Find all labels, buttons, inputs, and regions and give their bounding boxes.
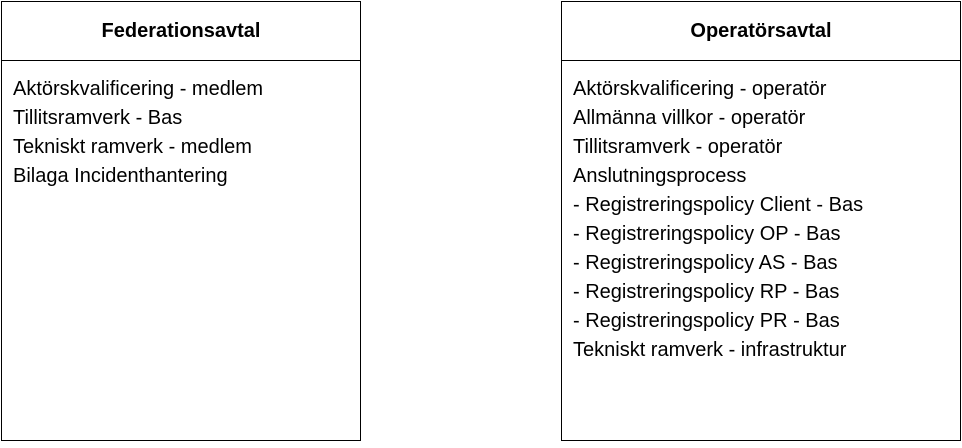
list-item: Tillitsramverk - operatör bbox=[573, 136, 783, 158]
federationsavtal-title: Federationsavtal bbox=[2, 2, 360, 61]
operatorsavtal-box: Operatörsavtal Aktörskvalificering - ope… bbox=[561, 1, 961, 441]
list-item: - Registreringspolicy RP - Bas bbox=[573, 281, 840, 303]
list-item: Aktörskvalificering - operatör bbox=[573, 78, 827, 100]
list-item: - Registreringspolicy OP - Bas bbox=[573, 223, 841, 245]
federationsavtal-box: Federationsavtal Aktörskvalificering - m… bbox=[1, 1, 361, 441]
operatorsavtal-title: Operatörsavtal bbox=[562, 2, 960, 61]
list-item: Tillitsramverk - Bas bbox=[13, 107, 183, 129]
list-item: Anslutningsprocess bbox=[573, 165, 747, 187]
list-item: Allmänna villkor - operatör bbox=[573, 107, 806, 129]
operatorsavtal-list: Aktörskvalificering - operatör Allmänna … bbox=[562, 61, 960, 365]
list-item: Tekniskt ramverk - medlem bbox=[13, 136, 252, 158]
list-item: Bilaga Incidenthantering bbox=[13, 165, 228, 187]
federationsavtal-list: Aktörskvalificering - medlem Tillitsramv… bbox=[2, 61, 360, 191]
list-item: Aktörskvalificering - medlem bbox=[13, 78, 264, 100]
list-item: - Registreringspolicy AS - Bas bbox=[573, 252, 838, 274]
list-item: - Registreringspolicy Client - Bas bbox=[573, 194, 864, 216]
list-item: Tekniskt ramverk - infrastruktur bbox=[573, 339, 847, 361]
list-item: - Registreringspolicy PR - Bas bbox=[573, 310, 840, 332]
